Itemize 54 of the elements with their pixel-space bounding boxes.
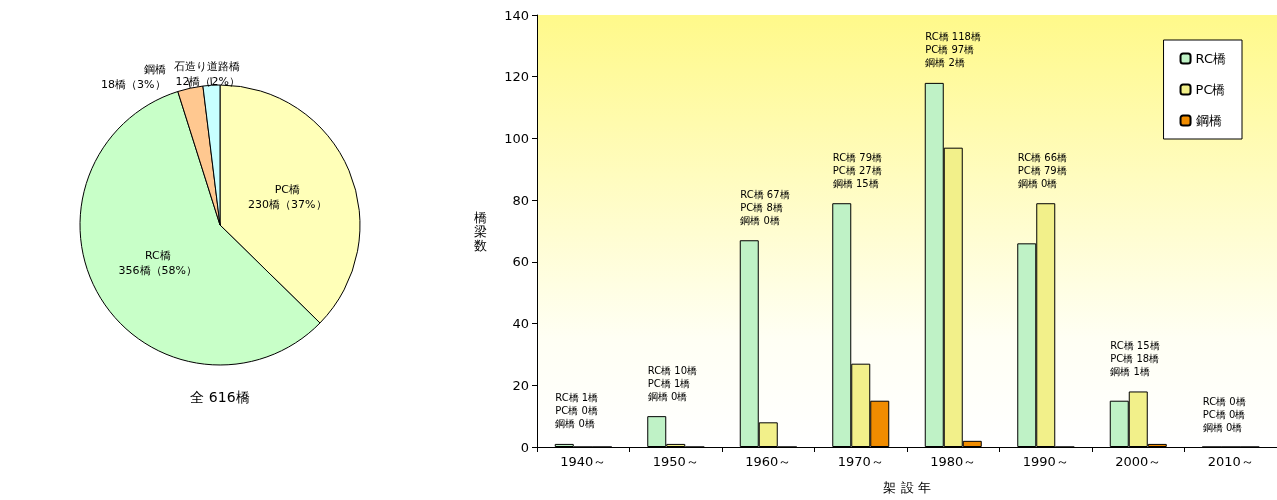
annotation: PC橋 79橋 [1017, 164, 1067, 176]
annotation: 鋼橋 15橋 [832, 177, 879, 189]
y-tick-label: 140 [504, 7, 529, 23]
annotation: PC橋 1橋 [647, 377, 691, 389]
legend-label: 鋼橋 [1195, 113, 1222, 128]
y-tick-label: 120 [504, 69, 529, 85]
x-tick-label: 2010～ [1207, 454, 1254, 469]
slice-label: 石造り道路橋 [173, 60, 240, 74]
y-tick-label: 20 [512, 377, 529, 393]
slice-label: PC橋 [274, 182, 300, 196]
x-tick-label: 1990～ [1022, 454, 1069, 469]
y-tick-label: 80 [512, 192, 529, 208]
annotation: PC橋 8橋 [740, 201, 783, 213]
annotation: RC橋 79橋 [832, 151, 883, 163]
x-tick-label: 1960～ [745, 454, 792, 469]
y-tick-label: 60 [512, 254, 529, 270]
y-axis-title: 橋梁数 [474, 209, 487, 253]
annotation: RC橋 10橋 [647, 364, 698, 376]
annotation: 鋼橋 0橋 [647, 390, 688, 402]
annotation: 鋼橋 0橋 [740, 214, 780, 226]
x-tick-label: 2000～ [1115, 454, 1162, 469]
annotation: RC橋 67橋 [740, 188, 790, 200]
annotation: 鋼橋 2橋 [925, 57, 965, 69]
x-tick-label: 1970～ [837, 454, 884, 469]
x-axis-title: 架 設 年 [883, 480, 931, 495]
annotation: PC橋 0橋 [1202, 408, 1246, 420]
annotation: RC橋 0橋 [1202, 395, 1246, 407]
annotation: RC橋 15橋 [1110, 339, 1160, 351]
data-label: 18橋（3%） [101, 78, 166, 92]
data-label: 230橋（37%） [248, 197, 327, 211]
annotation: 鋼橋 0橋 [1017, 177, 1058, 189]
annotation: PC橋 97橋 [925, 44, 975, 56]
legend-label: PC橋 [1195, 82, 1226, 97]
x-tick-label: 1950～ [652, 454, 699, 469]
legend-label: RC橋 [1195, 51, 1227, 66]
annotation: RC橋 1橋 [555, 392, 599, 404]
data-label: 356橋（58%） [118, 264, 198, 278]
slice-label: RC橋 [144, 249, 171, 263]
x-tick-label: 1980～ [930, 454, 977, 469]
annotation: 鋼橋 0橋 [555, 418, 595, 430]
annotation: 鋼橋 1橋 [1110, 365, 1150, 377]
annotation: PC橋 18橋 [1110, 352, 1160, 364]
annotation: RC橋 66橋 [1017, 151, 1068, 163]
x-tick-label: 1940～ [560, 454, 607, 469]
annotation: PC橋 0橋 [555, 405, 598, 417]
annotation: PC橋 27橋 [832, 164, 882, 176]
y-tick-label: 40 [512, 316, 529, 332]
data-label: 12橋（2%） [175, 75, 240, 89]
annotation: 鋼橋 0橋 [1202, 421, 1243, 433]
text: 全 616橋 [190, 389, 250, 405]
annotation: RC橋 118橋 [925, 31, 981, 43]
y-tick-label: 100 [504, 130, 529, 146]
y-tick-label: 0 [520, 439, 529, 455]
slice-label: 鋼橋 [143, 63, 166, 77]
